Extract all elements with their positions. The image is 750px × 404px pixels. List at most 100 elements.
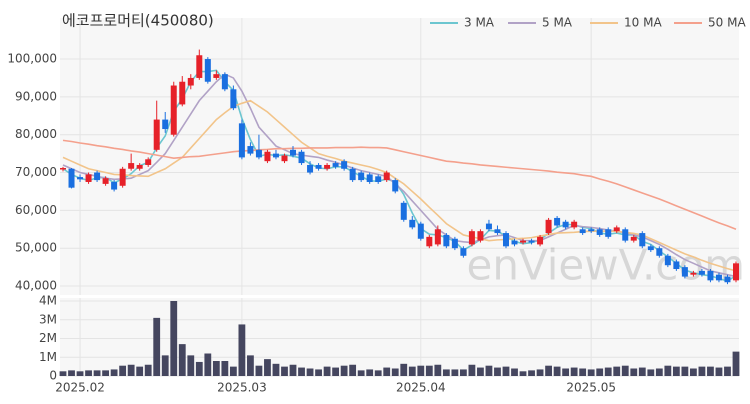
volume-bar: [434, 364, 442, 376]
candle-body: [315, 164, 322, 169]
candle-body: [119, 168, 126, 186]
x-tick-label: 2025.02: [55, 381, 105, 395]
volume-bar: [698, 366, 706, 376]
volume-bar: [212, 361, 220, 376]
volume-bar: [238, 324, 246, 376]
volume-bar: [587, 369, 595, 376]
volume-bar: [281, 366, 288, 376]
candle-body: [375, 176, 382, 182]
volume-bar: [664, 365, 672, 376]
x-tick-label: 2025.03: [217, 381, 267, 395]
candle-body: [102, 178, 109, 184]
volume-bar: [144, 364, 152, 376]
volume-bar: [408, 366, 416, 376]
volume-bar: [528, 370, 535, 376]
candle-body: [281, 155, 288, 162]
volume-bar: [68, 370, 75, 376]
volume-bar: [562, 368, 570, 376]
y-tick-label: 4M: [39, 294, 57, 308]
volume-bar: [613, 366, 621, 376]
volume-bar: [340, 365, 348, 376]
candle-body: [562, 221, 569, 228]
candle-body: [605, 229, 612, 237]
volume-bar: [545, 365, 552, 376]
y-tick-label: 1M: [39, 350, 57, 364]
volume-bar: [76, 371, 84, 376]
volume-bar: [306, 368, 314, 376]
candle-body: [477, 231, 484, 241]
candle-body: [690, 272, 697, 275]
candle-body: [434, 229, 441, 245]
candle-body: [196, 55, 203, 78]
chart-title: 에코프로머티(450080): [62, 12, 214, 30]
volume-bar: [136, 366, 144, 376]
volume-bar: [195, 361, 203, 376]
volume-bar: [247, 355, 254, 376]
candle-body: [520, 240, 527, 243]
candle-body: [656, 248, 663, 256]
volume-bar: [724, 366, 731, 376]
volume-bar: [289, 364, 297, 376]
volume-bar: [425, 365, 433, 376]
candle-body: [94, 172, 101, 181]
candle-body: [485, 223, 492, 230]
y-tick-label: 100,000: [7, 52, 57, 66]
candle-body: [324, 164, 331, 169]
candle-body: [443, 234, 450, 247]
volume-bar: [178, 344, 186, 376]
candle-body: [204, 59, 211, 82]
volume-bar: [374, 370, 382, 376]
volume-bar: [647, 369, 655, 376]
candle-body: [494, 229, 501, 234]
candle-body: [162, 119, 169, 130]
legend-label: 3 MA: [464, 16, 495, 30]
candle-body: [588, 229, 595, 232]
candle-body: [417, 223, 424, 239]
y-tick-label: 90,000: [15, 89, 57, 103]
volume-bar: [187, 355, 195, 376]
volume-bar: [315, 369, 322, 376]
volume-bar: [536, 369, 544, 376]
volume-bar: [323, 366, 331, 376]
candle-body: [383, 172, 390, 181]
candle-body: [733, 263, 739, 281]
candle-body: [698, 270, 705, 275]
y-tick-label: 0: [49, 369, 57, 383]
volume-bar: [170, 301, 178, 376]
volume-bar: [519, 371, 527, 376]
candle-body: [664, 255, 671, 266]
candle-body: [341, 161, 348, 169]
volume-bar: [110, 369, 118, 376]
candle-body: [571, 221, 578, 228]
y-tick-label: 60,000: [15, 203, 57, 217]
candle-body: [545, 219, 552, 234]
candle-body: [247, 146, 254, 154]
candle-body: [170, 85, 177, 135]
volume-bar: [681, 366, 689, 376]
volume-bar: [93, 370, 101, 376]
candle-body: [213, 74, 220, 78]
volume-bar: [655, 368, 663, 376]
y-tick-label: 40,000: [15, 279, 57, 293]
candle-body: [511, 240, 518, 245]
volume-bar: [442, 369, 450, 376]
candle-body: [349, 168, 356, 181]
price-plot-background: [60, 18, 739, 295]
candle-body: [613, 227, 620, 232]
candle-body: [622, 229, 629, 241]
candle-body: [366, 174, 373, 182]
candle-body: [290, 149, 297, 156]
candle-body: [639, 233, 646, 247]
volume-bar: [332, 367, 340, 376]
volume-bar: [400, 363, 408, 376]
volume-bar: [732, 351, 740, 376]
candle-body: [502, 233, 509, 247]
volume-bar: [468, 364, 476, 376]
candle-body: [579, 229, 586, 234]
volume-bar: [596, 368, 604, 376]
candle-body: [451, 238, 458, 249]
candle-body: [264, 151, 271, 162]
candle-body: [136, 164, 143, 169]
candle-body: [128, 163, 135, 169]
